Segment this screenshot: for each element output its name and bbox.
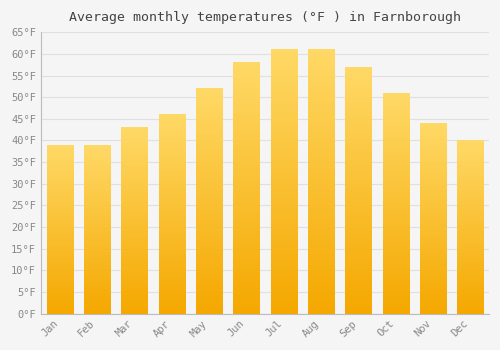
Title: Average monthly temperatures (°F ) in Farnborough: Average monthly temperatures (°F ) in Fa… [69, 11, 461, 24]
